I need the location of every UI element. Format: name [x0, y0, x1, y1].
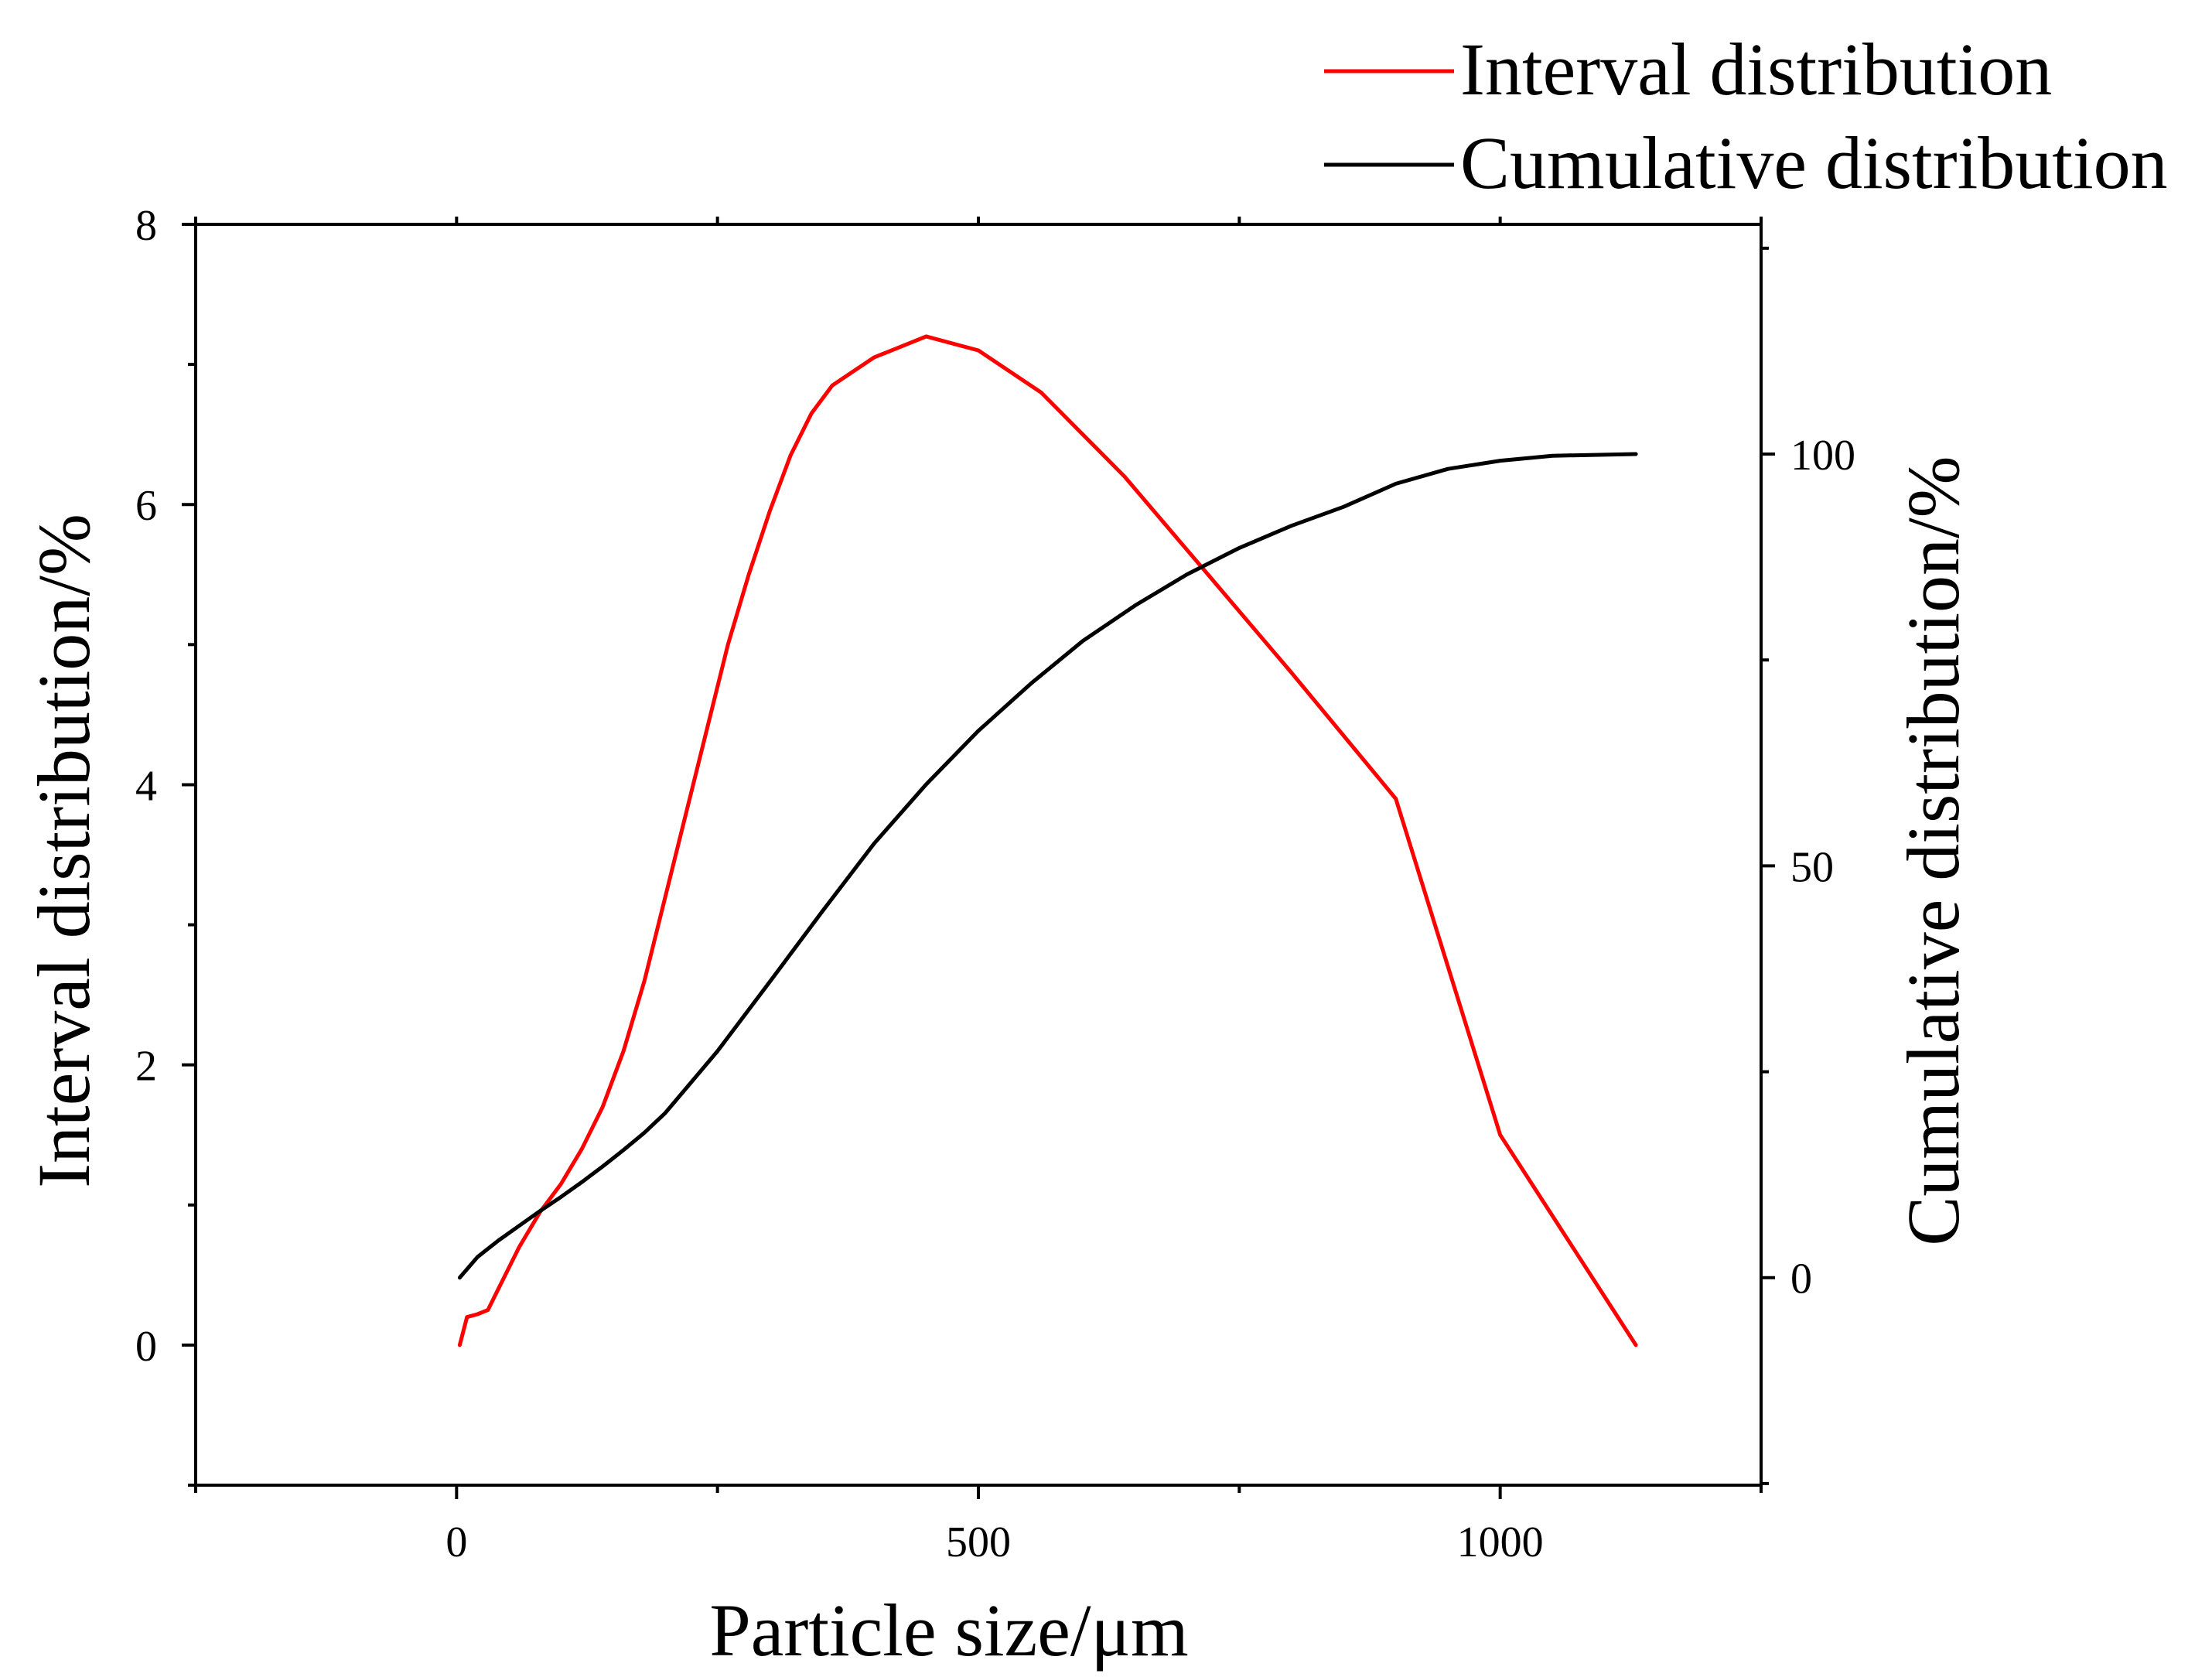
y-axis-right-title: Cumulative distribution/% — [1892, 456, 1975, 1245]
y-left-tick-label: 0 — [135, 1323, 157, 1371]
x-tick-label: 1000 — [1457, 1518, 1544, 1566]
y-axis-left-title: Interval distribution/% — [22, 514, 105, 1188]
tick-labels: 0 500 1000 0 2 4 6 8 0 50 100 — [135, 202, 1855, 1566]
legend: Interval distribution Cumulative distrib… — [1324, 28, 2168, 204]
legend-label-interval: Interval distribution — [1460, 28, 2052, 111]
y-right-tick-label: 100 — [1790, 432, 1855, 480]
y-left-tick-label: 6 — [135, 482, 157, 530]
y-right-tick-label: 50 — [1790, 843, 1834, 891]
y-right-tick-label: 0 — [1790, 1255, 1812, 1303]
series-line-interval — [457, 334, 1638, 1347]
x-tick-label: 0 — [445, 1518, 467, 1566]
y-left-tick-label: 2 — [135, 1043, 157, 1091]
series — [457, 334, 1638, 1347]
ticks — [182, 217, 1775, 1499]
legend-label-cumulative: Cumulative distribution — [1460, 121, 2168, 204]
y-left-tick-label: 8 — [135, 202, 157, 250]
x-tick-label: 500 — [946, 1518, 1011, 1566]
series-line-cumulative — [457, 452, 1638, 1280]
plot-frame — [194, 223, 1763, 1487]
x-axis-title: Particle size/μm — [709, 1589, 1188, 1672]
y-left-tick-label: 4 — [135, 762, 157, 810]
